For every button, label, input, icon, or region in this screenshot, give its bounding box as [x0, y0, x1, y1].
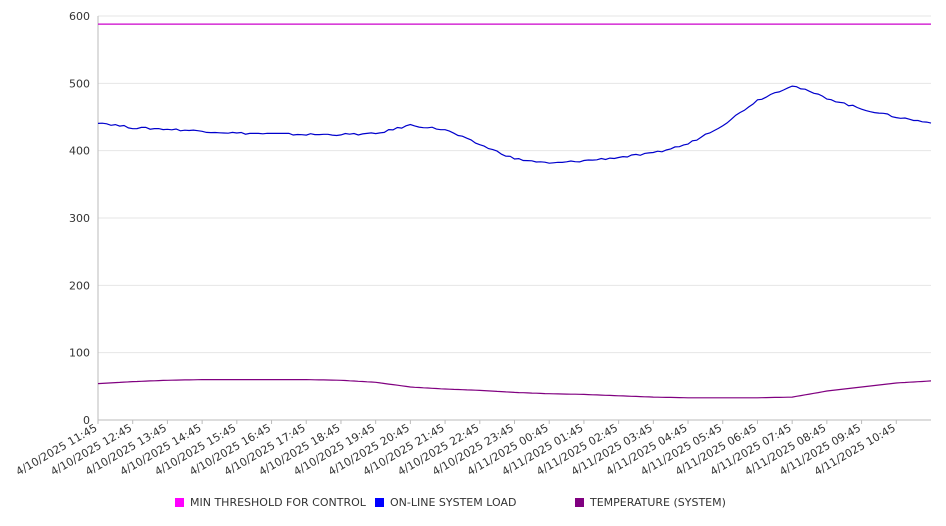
y-tick-label: 100 [69, 347, 90, 360]
y-tick-label: 500 [69, 77, 90, 90]
grid-lines [98, 15, 931, 421]
axes [97, 16, 931, 424]
legend-label-min-threshold: MIN THRESHOLD FOR CONTROL [190, 496, 366, 509]
legend-swatch-system-load [375, 498, 384, 507]
y-tick-label: 200 [69, 279, 90, 292]
legend-swatch-temperature [575, 498, 584, 507]
y-tick-labels: 0 100 200 300 400 500 600 [69, 10, 90, 427]
legend: MIN THRESHOLD FOR CONTROL ON-LINE SYSTEM… [0, 496, 946, 516]
y-tick-label: 0 [83, 414, 90, 427]
series-line-temperature[interactable] [97, 379, 932, 399]
y-tick-label: 300 [69, 212, 90, 225]
legend-label-temperature: TEMPERATURE (SYSTEM) [590, 496, 726, 509]
legend-item-min-threshold[interactable]: MIN THRESHOLD FOR CONTROL [175, 496, 366, 509]
series-line-system-load[interactable] [97, 85, 932, 164]
legend-item-system-load[interactable]: ON-LINE SYSTEM LOAD [375, 496, 516, 509]
x-tick-labels: 4/10/2025 11:454/10/2025 12:454/10/2025 … [14, 421, 898, 478]
legend-swatch-min-threshold [175, 498, 184, 507]
legend-item-temperature[interactable]: TEMPERATURE (SYSTEM) [575, 496, 726, 509]
y-tick-label: 400 [69, 145, 90, 158]
legend-label-system-load: ON-LINE SYSTEM LOAD [390, 496, 517, 509]
y-tick-label: 600 [69, 10, 90, 23]
series-lines [97, 23, 932, 399]
line-chart: 0 100 200 300 400 500 600 4/10/2025 11:454/10/… [14, 10, 932, 478]
